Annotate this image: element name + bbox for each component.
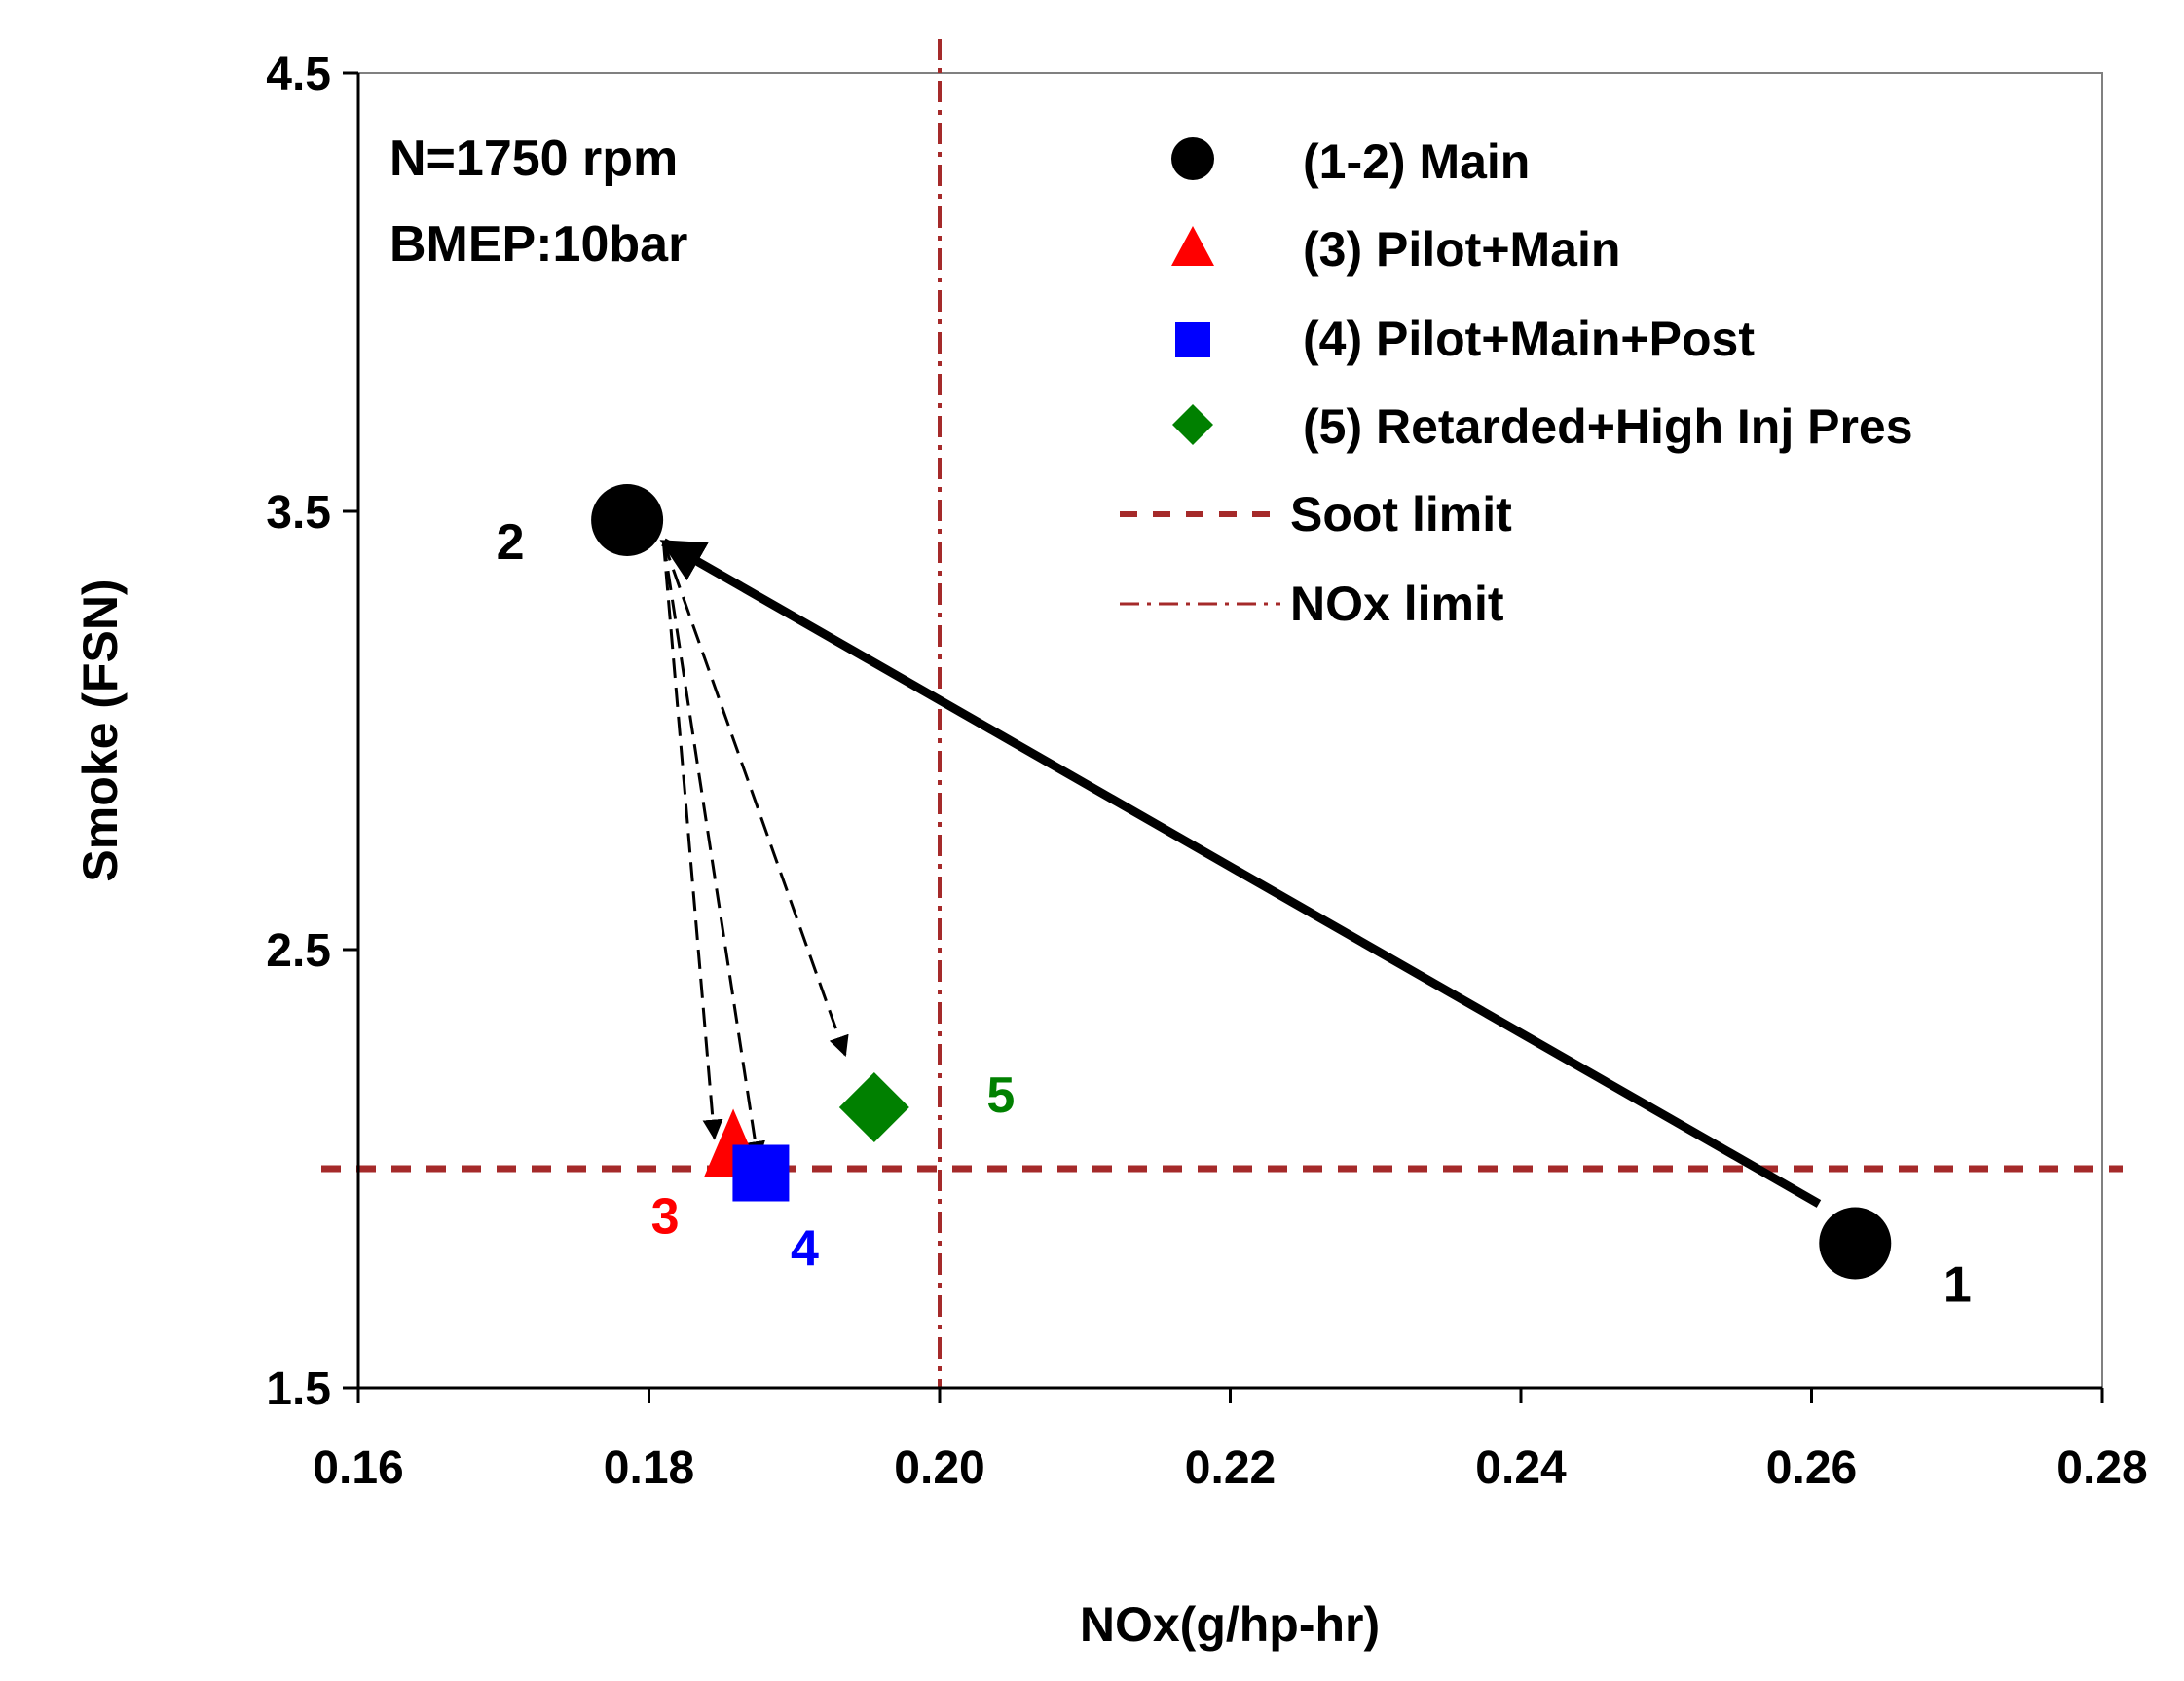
y-tick-label: 2.5 (266, 925, 331, 977)
x-tick-label: 0.16 (313, 1442, 403, 1494)
point-label-2: 2 (497, 514, 525, 571)
solid-trend-arrow (659, 538, 1822, 1208)
axes: 0.16 0.18 0.20 0.22 0.24 0.26 0.28 1.5 2.5 3.5 4.5 (266, 49, 2147, 1494)
legend-label-retarded: (5) Retarded+High Inj Pres (1303, 399, 1913, 454)
x-tick-label: 0.20 (894, 1442, 984, 1494)
x-tick-label: 0.26 (1766, 1442, 1857, 1494)
trend-arrows (659, 538, 1822, 1208)
legend-label-pilot-main-post: (4) Pilot+Main+Post (1303, 312, 1755, 366)
y-tick-label: 1.5 (266, 1363, 331, 1415)
annotation-rpm: N=1750 rpm (389, 131, 678, 187)
dashed-trend-arrow (661, 542, 765, 1163)
data-point-5 (838, 1072, 909, 1142)
point-label-5: 5 (986, 1067, 1015, 1124)
x-axis-title: NOx(g/hp-hr) (1080, 1597, 1380, 1652)
data-point-1 (1819, 1207, 1892, 1280)
data-point-2 (591, 484, 664, 556)
point-label-4: 4 (791, 1221, 819, 1278)
legend-marker-pilot-main (1171, 226, 1214, 266)
x-tick-label: 0.22 (1185, 1442, 1276, 1494)
point-label-3: 3 (651, 1189, 680, 1246)
legend-label-nox-limit: NOx limit (1290, 577, 1504, 631)
annotation-bmep: BMEP:10bar (389, 216, 687, 273)
data-point-4 (732, 1144, 790, 1202)
dashed-trend-arrow (661, 542, 723, 1140)
legend-marker-main (1171, 137, 1214, 180)
reference-lines (321, 39, 2123, 1388)
legend: (1-2) Main (3) Pilot+Main (4) Pilot+Main… (1120, 134, 1913, 631)
x-tick-label: 0.18 (604, 1442, 694, 1494)
y-tick-label: 4.5 (266, 49, 331, 100)
legend-label-soot-limit: Soot limit (1290, 487, 1512, 542)
legend-marker-retarded (1172, 404, 1213, 445)
y-axis-title: Smoke (FSN) (73, 579, 128, 881)
dashed-trend-arrow (662, 541, 849, 1057)
x-tick-label: 0.28 (2056, 1442, 2147, 1494)
y-tick-label: 3.5 (266, 487, 331, 539)
x-tick-label: 0.24 (1475, 1442, 1567, 1494)
legend-marker-pilot-main-post (1175, 322, 1210, 357)
legend-label-pilot-main: (3) Pilot+Main (1303, 222, 1620, 277)
data-points: 1 2 3 4 5 (497, 484, 1972, 1314)
legend-label-main: (1-2) Main (1303, 134, 1530, 189)
point-label-1: 1 (1943, 1257, 1972, 1314)
